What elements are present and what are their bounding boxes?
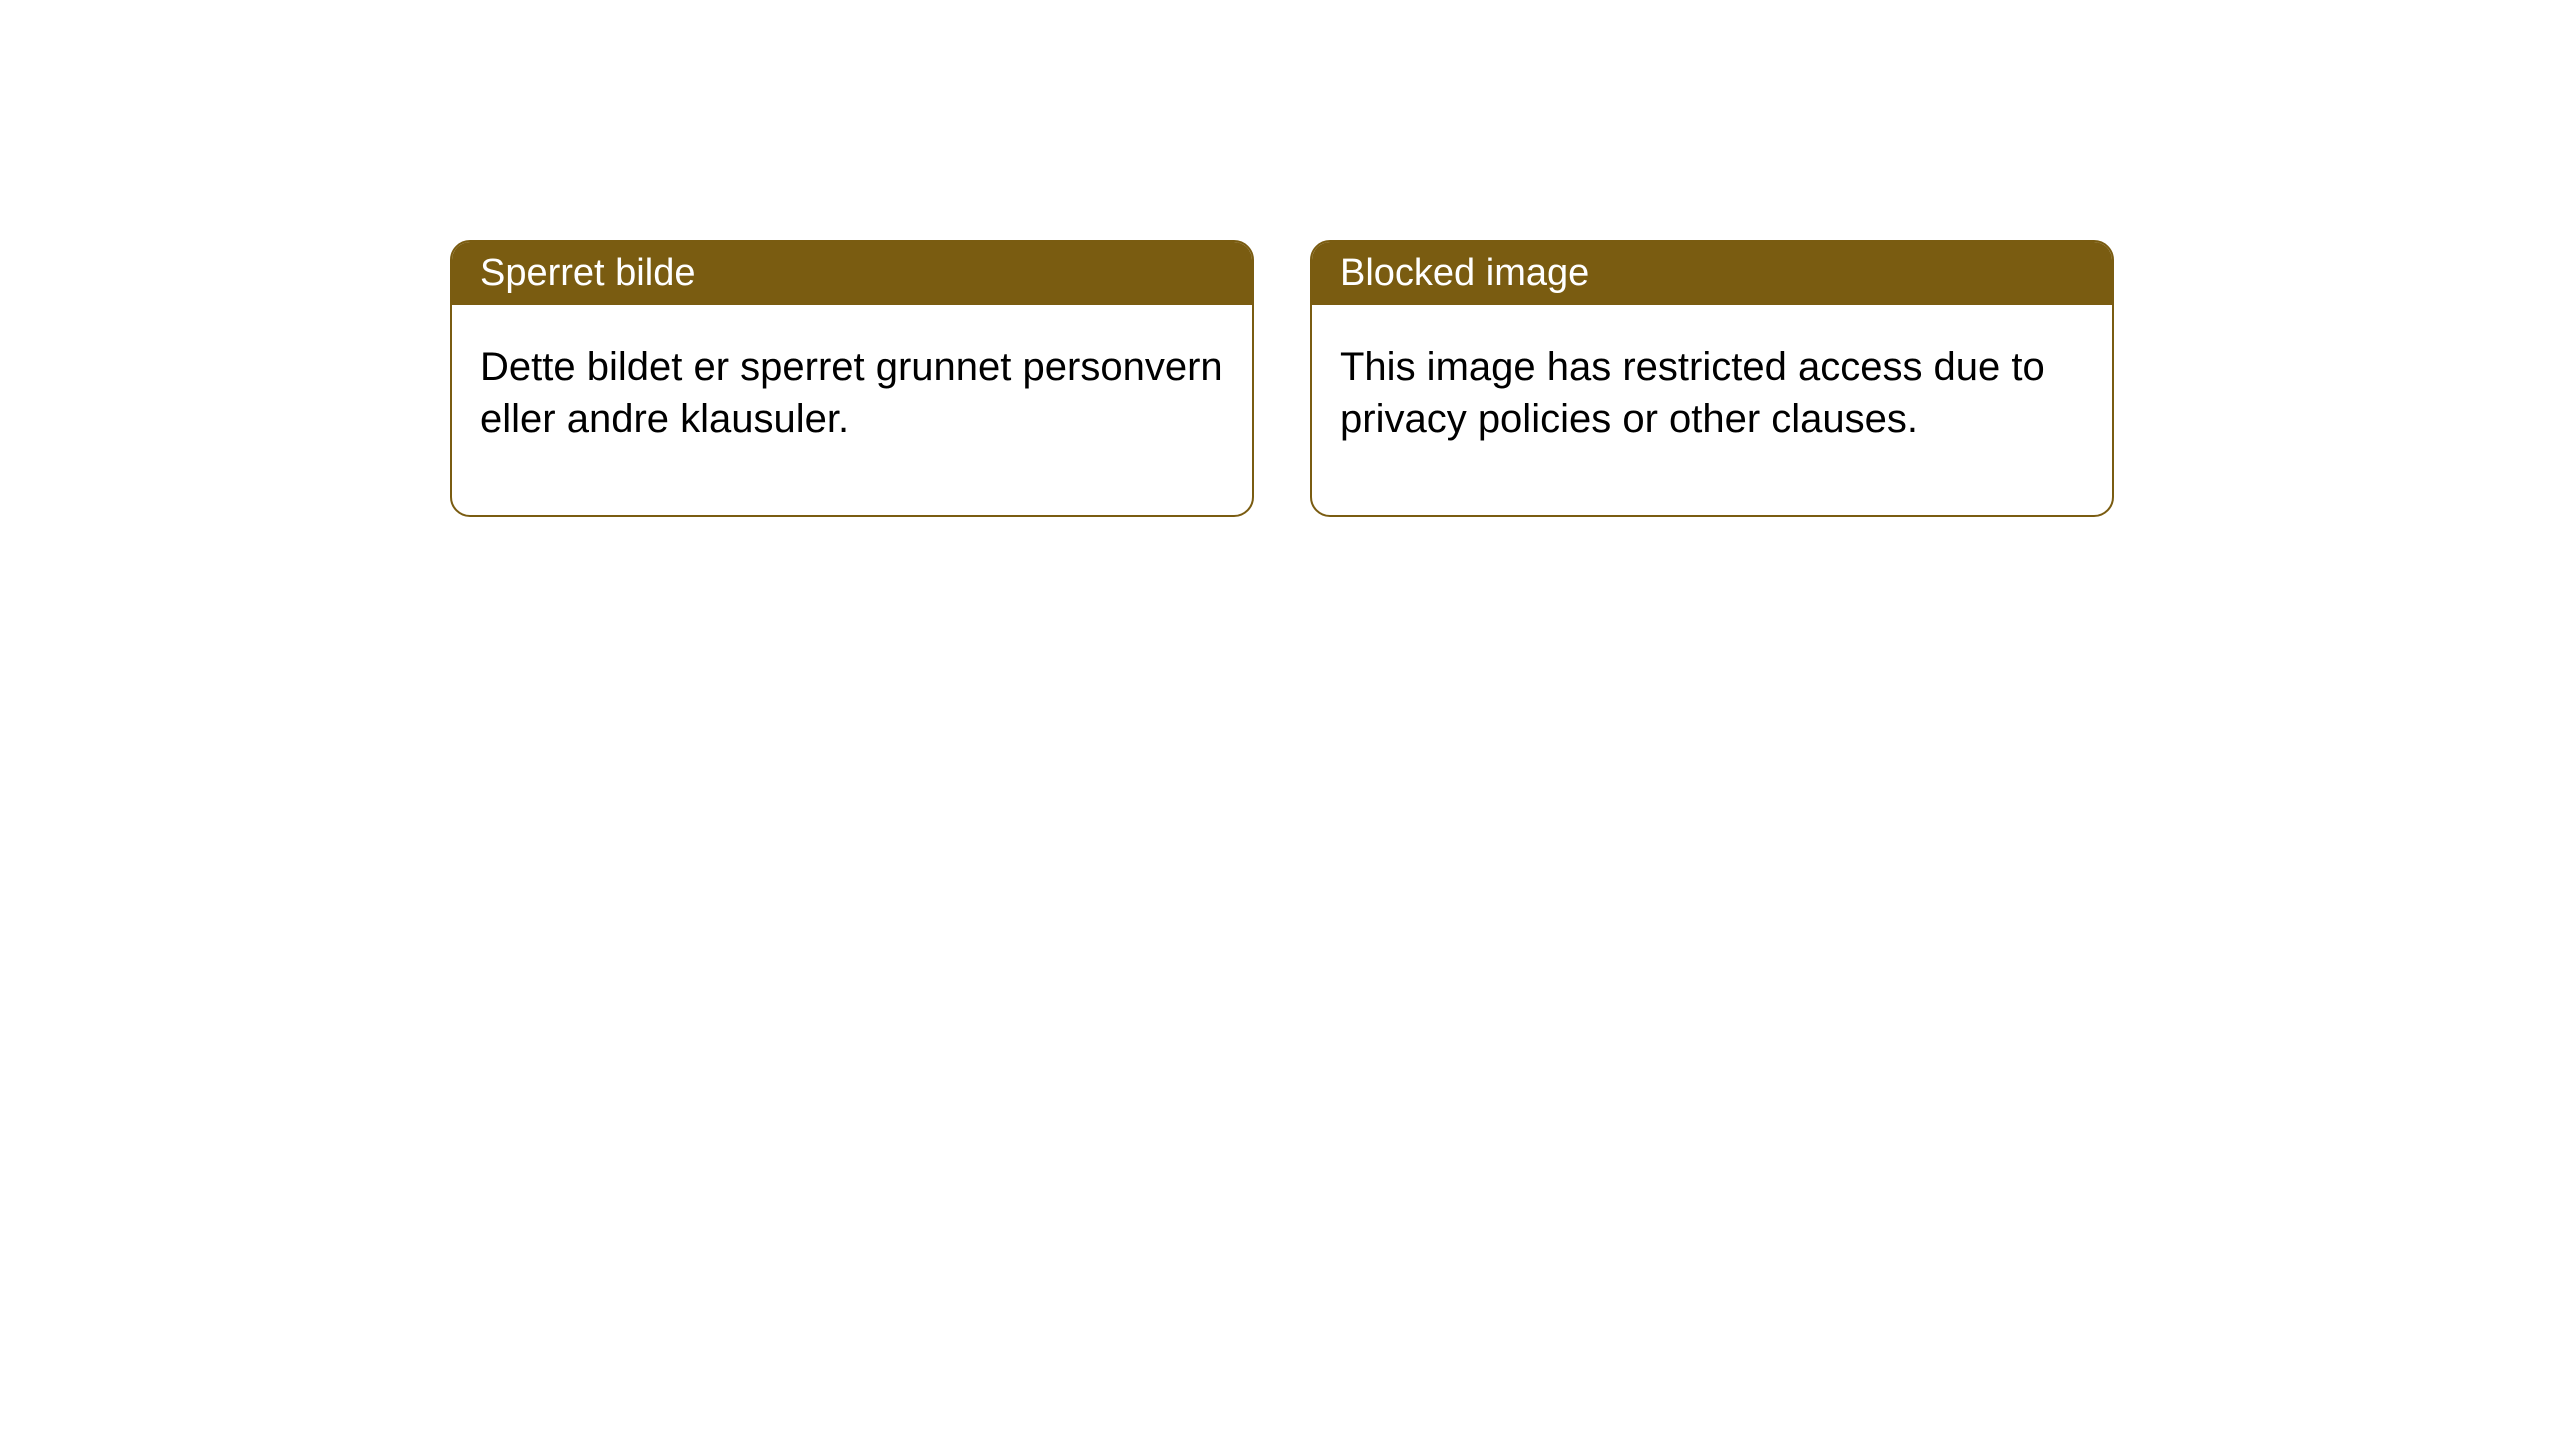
card-title: Blocked image (1340, 252, 1589, 294)
notice-card-english: Blocked image This image has restricted … (1310, 240, 2114, 517)
card-body-text: Dette bildet er sperret grunnet personve… (480, 345, 1223, 441)
notice-cards-container: Sperret bilde Dette bildet er sperret gr… (450, 240, 2114, 517)
card-body: Dette bildet er sperret grunnet personve… (452, 305, 1252, 515)
card-header: Sperret bilde (452, 242, 1252, 305)
card-body: This image has restricted access due to … (1312, 305, 2112, 515)
card-title: Sperret bilde (480, 252, 695, 294)
card-body-text: This image has restricted access due to … (1340, 345, 2045, 441)
notice-card-norwegian: Sperret bilde Dette bildet er sperret gr… (450, 240, 1254, 517)
card-header: Blocked image (1312, 242, 2112, 305)
